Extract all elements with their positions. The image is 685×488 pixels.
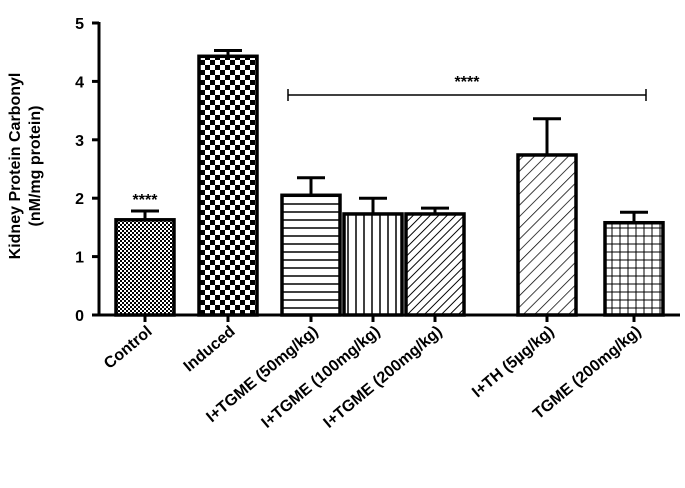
bar bbox=[197, 54, 259, 317]
bar bbox=[404, 212, 466, 317]
y-axis-unit: (nM/mg protein) bbox=[27, 106, 44, 227]
x-tick-label: I+TGME (100mg/kg) bbox=[259, 323, 384, 432]
significance-bracket bbox=[287, 89, 647, 101]
bar bbox=[516, 153, 578, 317]
bar bbox=[114, 218, 176, 317]
control-significance-label: **** bbox=[133, 192, 159, 209]
y-tick-label: 2 bbox=[75, 191, 84, 208]
y-ticks: 0 1 2 3 4 5 bbox=[75, 16, 99, 325]
bar bbox=[603, 220, 665, 317]
x-tick-label: Control bbox=[101, 323, 155, 373]
y-tick-label: 5 bbox=[75, 16, 84, 33]
y-tick-label: 3 bbox=[75, 133, 84, 150]
y-tick-label: 4 bbox=[75, 74, 84, 91]
y-tick-label: 0 bbox=[75, 308, 84, 325]
bar bbox=[342, 212, 404, 317]
x-tick-label: I+TGME (200mg/kg) bbox=[321, 323, 446, 432]
x-tick-label: Induced bbox=[181, 323, 239, 375]
bars bbox=[114, 48, 665, 317]
y-tick-label: 1 bbox=[75, 250, 84, 267]
bracket-significance-label: **** bbox=[455, 74, 481, 91]
y-axis-title: Kidney Protein Carbonyl bbox=[7, 73, 24, 260]
x-tick-label: I+TH (5µg/kg) bbox=[469, 323, 557, 401]
bar bbox=[280, 193, 342, 317]
